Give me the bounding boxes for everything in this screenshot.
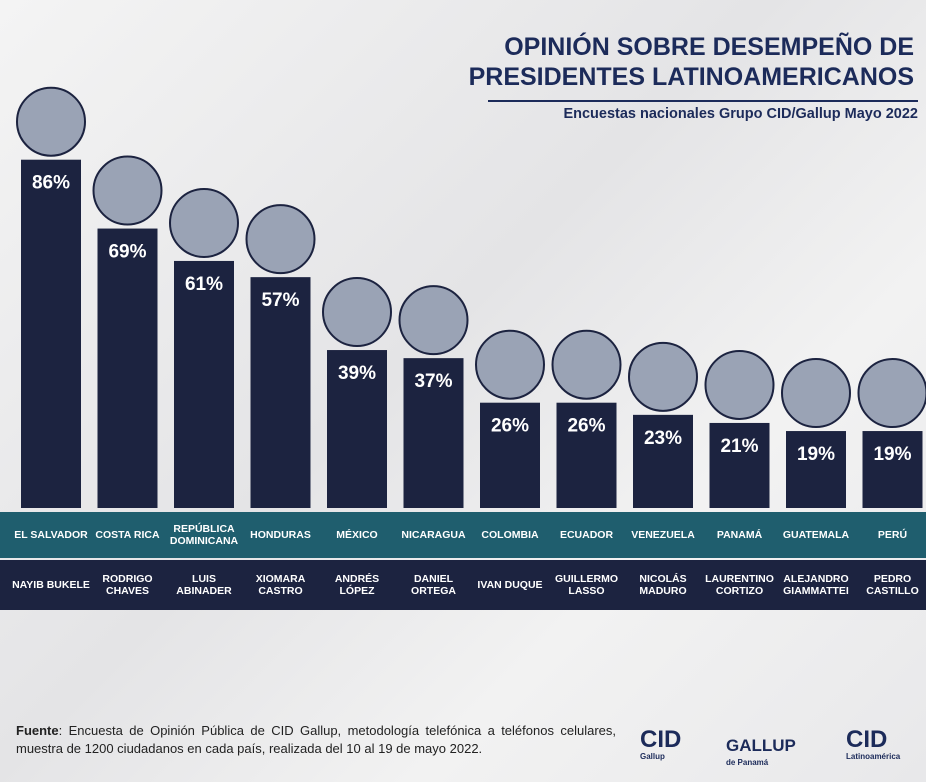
- bar: [327, 350, 387, 508]
- president-label: IVAN DUQUE: [477, 579, 543, 591]
- portrait: [169, 187, 239, 258]
- value-label: 23%: [644, 428, 682, 449]
- logo-sub: Gallup: [640, 752, 665, 761]
- source-text: : Encuesta de Opinión Pública de CID Gal…: [16, 723, 616, 756]
- president-label: GUILLERMO LASSO: [555, 573, 618, 597]
- value-label: 26%: [491, 416, 529, 437]
- value-label: 86%: [32, 173, 70, 194]
- president-label: LUIS ABINADER: [176, 573, 232, 597]
- portrait: [551, 329, 622, 400]
- president-label: PEDRO CASTILLO: [866, 573, 919, 597]
- bar: [97, 228, 158, 509]
- president-label: RODRIGO CHAVES: [102, 573, 153, 597]
- portrait: [16, 86, 86, 157]
- president-label: XIOMARA CASTRO: [255, 573, 306, 597]
- president-label: DANIEL ORTEGA: [411, 573, 456, 597]
- country-label: PANAMÁ: [716, 529, 763, 541]
- title-line: PRESIDENTES LATINOAMERICANOS: [468, 63, 914, 91]
- value-label: 19%: [873, 444, 911, 465]
- country-label: PERÚ: [877, 529, 908, 541]
- bar: [480, 402, 540, 508]
- bar: [403, 358, 464, 508]
- country-label: HONDURAS: [250, 529, 311, 541]
- value-label: 21%: [720, 436, 758, 457]
- bar: [633, 414, 693, 508]
- country-label: ECUADOR: [559, 529, 614, 541]
- value-label: 69%: [108, 242, 146, 263]
- country-label: VENEZUELA: [631, 529, 695, 541]
- country-label: COSTA RICA: [95, 529, 160, 541]
- portrait: [781, 358, 851, 429]
- value-label: 26%: [567, 416, 605, 437]
- logo-name: CID: [640, 726, 682, 753]
- president-label: ALEJANDRO GIAMMATTEI: [783, 573, 849, 597]
- logo: CID Latinoamérica: [846, 726, 901, 762]
- logo-name: CID: [846, 726, 888, 753]
- country-label: GUATEMALA: [782, 529, 850, 541]
- portrait: [322, 277, 392, 348]
- country-band: [0, 512, 926, 558]
- country-label: EL SALVADOR: [14, 529, 88, 541]
- country-label: NICARAGUA: [401, 529, 466, 541]
- president-label: LAURENTINO CORTIZO: [705, 573, 774, 597]
- bar: [556, 402, 617, 508]
- title-line: OPINIÓN SOBRE DESEMPEÑO DE: [504, 33, 914, 61]
- country-label: MÉXICO: [336, 529, 378, 541]
- value-label: 57%: [261, 290, 299, 311]
- bar: [862, 431, 923, 508]
- title: OPINIÓN SOBRE DESEMPEÑO DE PRESIDENTES L…: [469, 32, 914, 92]
- portrait: [92, 155, 163, 226]
- value-label: 37%: [414, 371, 452, 392]
- bar: [709, 422, 770, 508]
- president-label: NICOLÁS MADURO: [639, 573, 687, 597]
- bar: [250, 277, 311, 508]
- country-label: REPÚBLICA DOMINICANA: [169, 523, 239, 547]
- president-band: [0, 560, 926, 610]
- bar: [786, 431, 846, 508]
- value-label: 19%: [797, 444, 835, 465]
- portrait: [245, 204, 316, 275]
- value-label: 61%: [185, 274, 223, 295]
- portrait: [475, 329, 545, 400]
- source: Fuente: Encuesta de Opinión Pública de C…: [16, 722, 616, 758]
- logo-sub: Latinoamérica: [846, 752, 901, 761]
- bar: [174, 260, 234, 508]
- president-label: ANDRÉS LÓPEZ: [334, 573, 380, 597]
- bar: [21, 159, 81, 508]
- logo: CID Gallup: [640, 726, 682, 762]
- source-label: Fuente: [16, 723, 59, 738]
- portrait: [628, 341, 698, 412]
- logo-name: GALLUP: [726, 736, 796, 755]
- subtitle: Encuestas nacionales Grupo CID/Gallup Ma…: [488, 100, 918, 122]
- portrait: [398, 285, 469, 356]
- logo: GALLUP de Panamá: [726, 734, 796, 767]
- country-label: COLOMBIA: [481, 529, 539, 541]
- value-label: 39%: [338, 363, 376, 384]
- president-label: NAYIB BUKELE: [12, 579, 90, 591]
- portrait: [704, 349, 775, 420]
- logo-sub: de Panamá: [726, 758, 769, 767]
- portrait: [857, 358, 926, 429]
